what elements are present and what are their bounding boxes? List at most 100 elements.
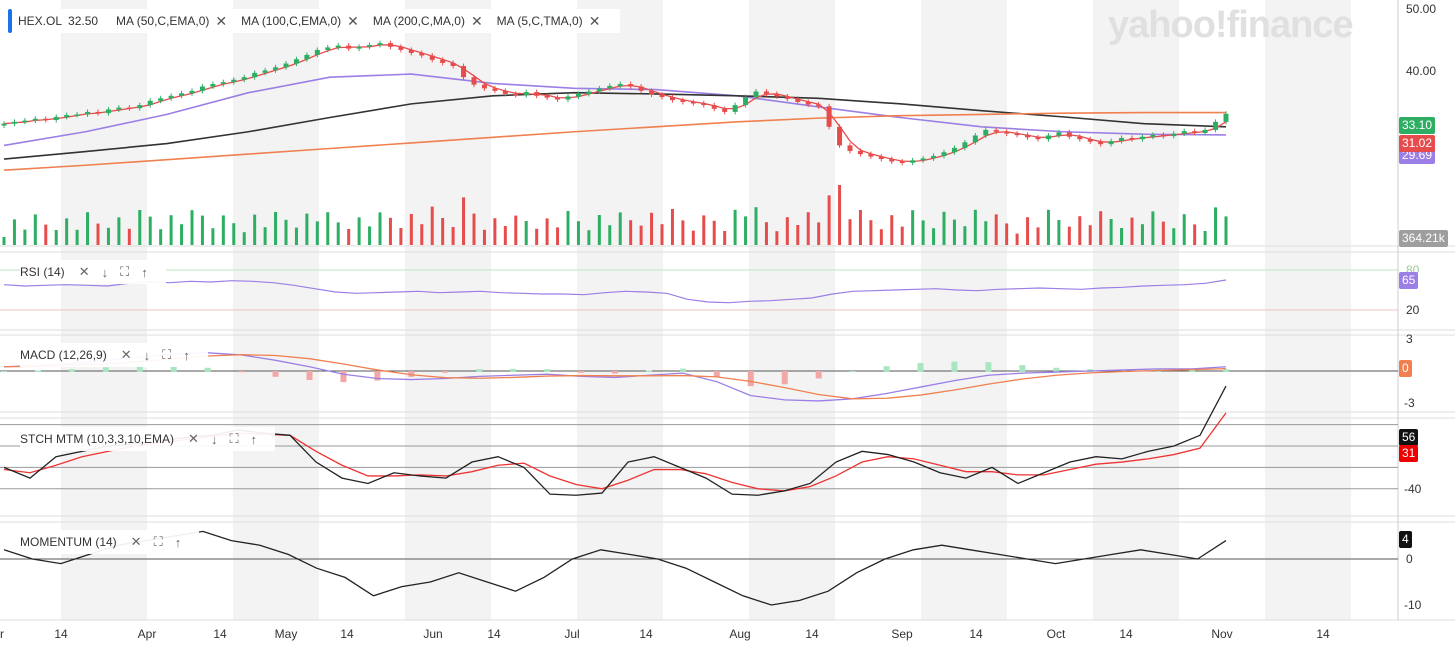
candle-body [147, 100, 153, 106]
indicator-ma50-label[interactable]: MA (50,C,EMA,0) [116, 14, 210, 28]
close-icon[interactable]: ✕ [130, 534, 142, 549]
candle-body [628, 84, 634, 87]
x-axis-tick: Jul [564, 627, 580, 641]
candle-body [1139, 136, 1145, 140]
volume-bar [723, 231, 727, 245]
move-down-icon[interactable]: ↓ [101, 264, 109, 280]
macd-histogram-bar [578, 371, 585, 373]
expand-icon[interactable]: ⛶ [120, 264, 130, 279]
legend-accent-bar [8, 9, 12, 33]
x-axis-tick: 14 [340, 627, 354, 641]
indicator-ma100-label[interactable]: MA (100,C,EMA,0) [241, 14, 342, 28]
move-up-icon[interactable]: ↑ [174, 534, 182, 550]
remove-ma200-icon[interactable]: ✕ [470, 12, 483, 29]
candle-body [158, 98, 164, 101]
volume-bar [106, 227, 110, 245]
momentum-label[interactable]: MOMENTUM (14) [20, 535, 117, 549]
volume-tag: 364.21k [1399, 230, 1448, 247]
expand-icon[interactable]: ⛶ [162, 347, 172, 362]
stoch-label[interactable]: STCH MTM (10,3,3,10,EMA) [20, 432, 175, 446]
macd-histogram-bar [238, 371, 245, 373]
candle-body [429, 55, 435, 60]
volume-bar [660, 224, 664, 245]
macd-histogram-bar [612, 371, 618, 374]
close-icon[interactable]: ✕ [120, 347, 132, 362]
volume-bar [942, 211, 946, 245]
candle-body [231, 79, 237, 83]
momentum-value-tag: 4 [1399, 531, 1412, 548]
candle-body [137, 105, 143, 109]
volume-bar [242, 232, 246, 245]
price-axis-tick: 40.00 [1406, 64, 1437, 78]
candle-body [962, 142, 968, 148]
remove-tma-icon[interactable]: ✕ [588, 12, 601, 29]
candle-body [502, 90, 508, 94]
macd-histogram-bar [408, 371, 415, 377]
candle-body [314, 49, 320, 55]
candle-body [649, 90, 655, 95]
remove-ma50-icon[interactable]: ✕ [215, 12, 228, 29]
macd-histogram-bar [1223, 369, 1229, 372]
volume-bar [890, 215, 894, 245]
volume-bar [900, 226, 904, 245]
remove-ma100-icon[interactable]: ✕ [347, 12, 359, 29]
volume-bar [587, 230, 591, 245]
candle-body [199, 86, 205, 91]
expand-icon[interactable]: ⛶ [229, 431, 239, 446]
move-up-icon[interactable]: ↑ [250, 431, 258, 447]
candle-body [555, 97, 561, 100]
close-icon[interactable]: ✕ [78, 264, 90, 279]
volume-bar [806, 212, 810, 245]
candle-body [471, 77, 477, 85]
candle-body [878, 156, 884, 160]
volume-bar [180, 224, 184, 245]
move-up-icon[interactable]: ↑ [183, 347, 190, 363]
volume-bar [86, 212, 90, 245]
candle-body [972, 135, 978, 143]
stoch-d-tag: 31 [1399, 445, 1419, 462]
volume-bar [472, 213, 476, 245]
volume-bar [744, 216, 748, 245]
rsi-label[interactable]: RSI (14) [20, 265, 65, 279]
momentum-axis-tick: 0 [1406, 552, 1413, 566]
move-down-icon[interactable]: ↓ [143, 347, 151, 363]
x-axis-tick: r [0, 627, 4, 641]
candle-body [617, 84, 623, 86]
move-up-icon[interactable]: ↑ [141, 264, 148, 280]
candle-body [356, 46, 362, 49]
candle-body [64, 115, 70, 117]
x-axis-tick: Apr [137, 627, 157, 641]
volume-bar [200, 215, 204, 245]
volume-bar [169, 215, 173, 245]
candle-body [22, 120, 28, 123]
candle-body [1056, 132, 1062, 136]
price-axis-tick: 50.00 [1406, 2, 1437, 16]
rsi-line [3, 279, 1227, 304]
volume-bar [681, 220, 685, 245]
macd-label[interactable]: MACD (12,26,9) [20, 348, 107, 362]
volume-bar [733, 209, 737, 245]
ticker-symbol[interactable]: HEX.OL [18, 14, 63, 28]
candle-body [544, 95, 550, 98]
expand-icon[interactable]: ⛶ [153, 534, 163, 549]
candle-body [983, 129, 989, 136]
volume-bar [65, 218, 69, 245]
move-down-icon[interactable]: ↓ [210, 431, 218, 447]
volume-bar [54, 230, 58, 245]
x-axis-tick: 14 [639, 627, 653, 641]
macd-histogram-bar [306, 371, 313, 381]
volume-bar [482, 229, 486, 245]
close-icon[interactable]: ✕ [188, 431, 199, 446]
indicator-tma-label[interactable]: MA (5,C,TMA,0) [496, 14, 583, 28]
x-axis-tick: 14 [213, 627, 227, 641]
indicator-ma200-label[interactable]: MA (200,C,MA,0) [372, 14, 465, 28]
candle-body [126, 107, 132, 110]
candle-body [575, 93, 581, 97]
candle-body [1223, 113, 1229, 122]
volume-bar [984, 221, 988, 245]
candle-body [1004, 131, 1010, 134]
x-axis-tick: Sep [891, 627, 913, 641]
candle-body [273, 67, 279, 71]
candle-body [795, 98, 801, 102]
